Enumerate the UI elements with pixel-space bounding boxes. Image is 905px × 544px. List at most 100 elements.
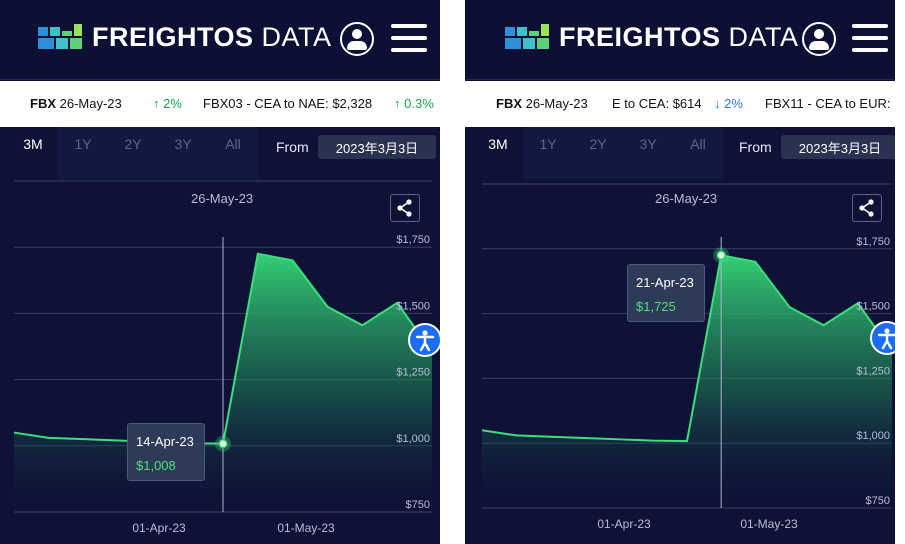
accessibility-button[interactable]	[408, 323, 440, 357]
chart-area: $1,750 $1,500 $1,250 $1,000 $750 01-Apr-23 01-…	[465, 179, 895, 544]
logo-mark-icon	[38, 23, 82, 49]
rate-chart[interactable]: $1,750 $1,500 $1,250 $1,000 $750 01-Apr-23 01-…	[465, 179, 895, 544]
from-label: From	[276, 139, 309, 155]
data-point	[361, 324, 363, 326]
range-tab-1y[interactable]: 1Y	[58, 127, 108, 179]
ticker-item-2[interactable]: FBX11 - CEA to EUR:	[765, 96, 891, 111]
y-tick-label: $1,000	[396, 433, 430, 445]
range-tab-3m[interactable]: 3M	[8, 127, 58, 179]
ticker-item-2-change: ↑ 0.3%	[394, 96, 434, 111]
ticker-item-2[interactable]: FBX03 - CEA to NAE: $2,328	[203, 96, 373, 111]
data-point	[326, 306, 328, 308]
tooltip-date: 21-Apr-23	[636, 275, 694, 290]
logo-text-light: DATA	[261, 22, 332, 52]
share-icon	[859, 199, 874, 217]
range-tab-3y[interactable]: 3Y	[158, 127, 208, 179]
data-point	[754, 261, 756, 263]
user-circle-icon[interactable]	[802, 22, 836, 56]
y-tick-label: $750	[406, 499, 430, 511]
data-point	[617, 438, 619, 440]
ticker-item-1[interactable]: E to CEA: $614	[612, 96, 702, 111]
mobile-screen-left: FREIGHTOS DATA FBX 26-May-23 ↑ 2% FBX03 …	[0, 0, 440, 544]
from-date-input[interactable]	[318, 135, 436, 159]
ticker-item-2-pct: 0.3%	[404, 96, 434, 111]
range-tab-3m[interactable]: 3M	[473, 127, 523, 179]
logo-mark-icon	[505, 23, 549, 49]
data-point	[583, 437, 585, 439]
mobile-screen-right: FREIGHTOS DATA FBX 26-May-23 E to CEA: $…	[465, 0, 895, 544]
y-tick-label: $1,750	[396, 234, 430, 246]
tooltip-value: $1,725	[636, 299, 676, 314]
arrow-down-icon: ↓	[714, 96, 721, 111]
y-tick-label: $1,250	[856, 365, 890, 377]
arrow-up-icon: ↑	[153, 96, 160, 111]
data-point	[48, 437, 50, 439]
highlight-point	[716, 250, 726, 261]
chart-area: $1,750 $1,500 $1,250 $1,000 $750 01-Apr-23 01-…	[0, 179, 440, 544]
range-tab-2y[interactable]: 2Y	[573, 127, 623, 179]
chart-tooltip: 14-Apr-23 $1,008	[127, 423, 205, 481]
y-tick-label: $1,000	[856, 430, 890, 442]
user-circle-icon[interactable]	[340, 22, 374, 56]
tooltip-value: $1,008	[136, 458, 176, 473]
data-point	[515, 434, 517, 436]
from-date-input[interactable]	[781, 135, 895, 159]
share-button[interactable]	[390, 194, 420, 222]
accessibility-icon	[415, 330, 435, 352]
tooltip-date: 14-Apr-23	[136, 434, 194, 449]
ticker-index[interactable]: FBX 26-May-23	[30, 96, 122, 111]
hamburger-menu-icon[interactable]	[852, 24, 888, 52]
ticker-index-date: 26-May-23	[525, 96, 588, 111]
hamburger-menu-icon[interactable]	[391, 24, 427, 52]
range-tab-all[interactable]: All	[673, 127, 723, 179]
x-tick-label: 01-May-23	[740, 517, 798, 531]
logo-text-bold: FREIGHTOS	[559, 22, 721, 52]
data-point	[82, 438, 84, 440]
y-tick-label: $1,500	[856, 301, 890, 313]
app-header: FREIGHTOS DATA	[0, 0, 440, 80]
range-tab-3y[interactable]: 3Y	[623, 127, 673, 179]
highlight-point	[218, 438, 228, 449]
range-selector: 3M 1Y 2Y 3Y All From	[465, 127, 895, 179]
data-point	[652, 439, 654, 441]
y-tick-label: $1,250	[396, 367, 430, 379]
series-area	[14, 253, 432, 512]
data-point	[686, 440, 688, 442]
arrow-up-icon: ↑	[394, 96, 401, 111]
accessibility-icon	[877, 328, 895, 350]
x-tick-label: 01-Apr-23	[597, 517, 651, 531]
data-point	[257, 253, 259, 255]
data-point	[822, 324, 824, 326]
y-tick-label: $1,500	[396, 300, 430, 312]
ticker-index-label: FBX	[496, 96, 522, 111]
chart-tooltip: 21-Apr-23 $1,725	[627, 264, 705, 322]
share-icon	[397, 199, 412, 217]
freightos-logo[interactable]: FREIGHTOS DATA	[38, 22, 332, 53]
range-selector: 3M 1Y 2Y 3Y All From	[0, 127, 440, 179]
app-header: FREIGHTOS DATA	[465, 0, 895, 80]
data-point	[291, 259, 293, 261]
freightos-logo[interactable]: FREIGHTOS DATA	[505, 22, 799, 53]
ticker-index[interactable]: FBX 26-May-23	[496, 96, 588, 111]
data-point	[117, 439, 119, 441]
price-ticker: FBX 26-May-23 ↑ 2% FBX03 - CEA to NAE: $…	[0, 81, 440, 127]
ticker-index-label: FBX	[30, 96, 56, 111]
range-tab-all[interactable]: All	[208, 127, 258, 179]
ticker-item-1-change: ↓ 2%	[714, 96, 743, 111]
share-button[interactable]	[852, 194, 882, 222]
accessibility-button[interactable]	[870, 321, 895, 355]
ticker-index-date: 26-May-23	[59, 96, 122, 111]
ticker-item-1-pct: 2%	[724, 96, 743, 111]
x-tick-label: 01-Apr-23	[132, 521, 186, 535]
from-label: From	[739, 139, 772, 155]
ticker-item-1-change: ↑ 2%	[153, 96, 182, 111]
range-tab-2y[interactable]: 2Y	[108, 127, 158, 179]
range-tab-1y[interactable]: 1Y	[523, 127, 573, 179]
y-tick-label: $1,750	[856, 236, 890, 248]
series-area	[482, 255, 892, 508]
chart-date-header: 26-May-23	[655, 191, 718, 206]
series-line	[481, 254, 893, 443]
chart-date-header: 26-May-23	[191, 191, 254, 206]
logo-text-light: DATA	[728, 22, 799, 52]
rate-chart[interactable]: $1,750 $1,500 $1,250 $1,000 $750 01-Apr-23 01-…	[0, 179, 440, 544]
